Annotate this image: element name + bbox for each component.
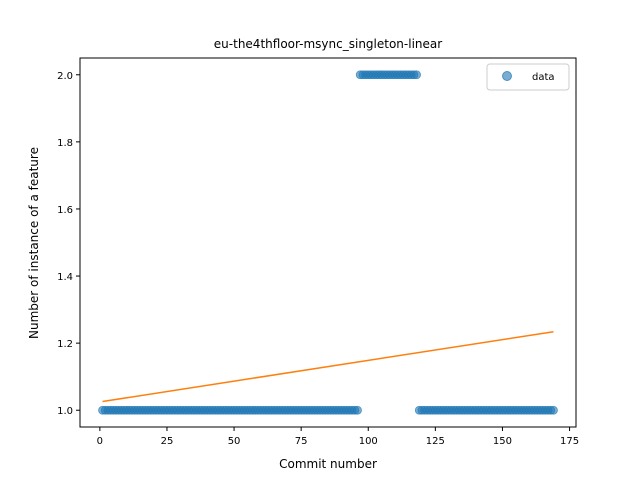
data-point xyxy=(412,70,421,80)
chart-title: eu-the4thfloor-msync_singleton-linear xyxy=(214,37,442,51)
y-tick-label: 1.0 xyxy=(57,406,73,417)
x-axis-ticks: 0 25 50 75 100 125 150 175 xyxy=(97,427,579,447)
x-tick-label: 0 xyxy=(97,436,103,447)
y-tick-label: 1.4 xyxy=(57,272,73,283)
legend-box xyxy=(486,63,570,91)
x-tick-label: 175 xyxy=(560,436,579,447)
x-tick-label: 75 xyxy=(295,436,308,447)
y-tick-label: 2.0 xyxy=(57,71,73,82)
x-tick-label: 50 xyxy=(228,436,241,447)
y-axis-ticks: 1.0 1.2 1.4 1.6 1.8 2.0 xyxy=(57,71,80,417)
x-tick-label: 100 xyxy=(359,436,378,447)
data-points xyxy=(98,70,558,415)
data-point xyxy=(353,405,362,415)
plot-frame xyxy=(79,57,577,428)
x-tick-label: 25 xyxy=(161,436,174,447)
fit-line xyxy=(102,330,554,403)
legend-label-data: data xyxy=(532,72,555,83)
y-tick-label: 1.8 xyxy=(57,138,73,149)
x-tick-label: 150 xyxy=(493,436,512,447)
y-tick-label: 1.2 xyxy=(57,339,73,350)
legend-marker-data xyxy=(502,71,512,81)
fit-line-group xyxy=(102,330,554,403)
y-axis-label: Number of instance of a feature xyxy=(27,147,41,339)
legend: data xyxy=(486,63,570,91)
data-point xyxy=(549,405,558,415)
x-axis-label: Commit number xyxy=(279,457,377,471)
x-tick-label: 125 xyxy=(426,436,445,447)
y-tick-label: 1.6 xyxy=(57,205,73,216)
